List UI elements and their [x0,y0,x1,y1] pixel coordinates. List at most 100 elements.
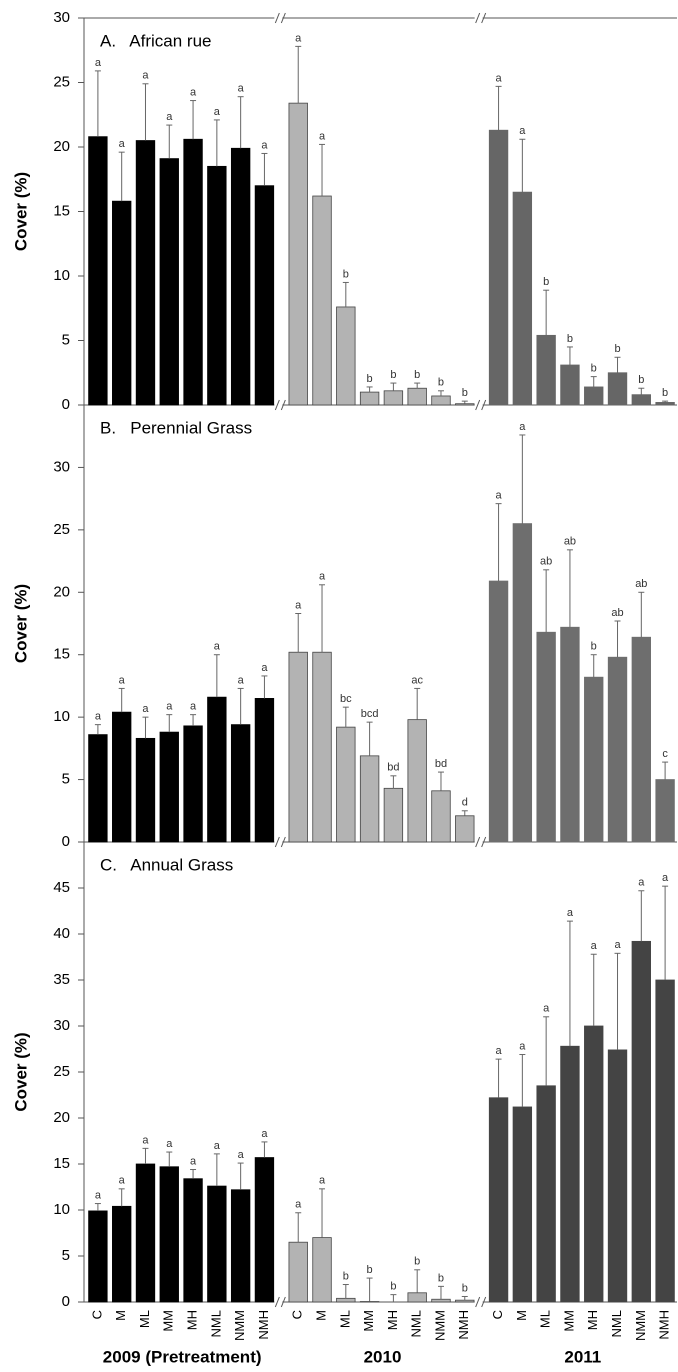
bar [135,737,156,843]
significance-letter: a [543,1003,550,1015]
significance-letter: b [343,1270,349,1282]
significance-letter: a [190,86,197,98]
significance-letter: bcd [361,708,379,720]
group-label: 2010 [364,1347,402,1366]
significance-letter: a [238,1149,245,1161]
significance-letter: a [166,1138,173,1150]
x-tick-label: MH [385,1310,400,1330]
significance-letter: a [519,1040,526,1052]
bar [560,626,580,843]
significance-letter: a [319,130,326,142]
bar [655,402,675,406]
x-tick-label: MM [561,1310,576,1332]
y-tick-label: 20 [53,583,70,600]
significance-letter: b [662,387,668,399]
significance-letter: a [567,907,574,919]
x-tick-label: M [514,1310,529,1321]
significance-letter: b [343,268,349,280]
significance-letter: a [119,674,126,686]
x-tick-label: NML [409,1310,424,1337]
bar [288,102,308,406]
bar [336,726,356,843]
y-tick-label: 30 [53,458,70,475]
y-tick-label: 25 [53,521,70,538]
axis-break [481,836,487,848]
bar [455,1299,475,1303]
bar [183,138,203,406]
bar [536,334,556,406]
significance-letter: ab [540,556,552,568]
significance-letter: a [95,711,102,723]
bar [655,979,675,1303]
significance-letter: b [414,369,420,381]
bar [207,165,227,406]
bar [584,386,604,406]
bar [407,719,427,843]
significance-letter: a [614,939,621,951]
axis-break [475,12,481,24]
bar [431,790,451,843]
bar [536,1085,556,1303]
y-tick-label: 20 [53,1109,70,1126]
significance-letter: a [261,1128,268,1140]
y-tick-label: 30 [53,1017,70,1034]
significance-letter: ab [635,578,647,590]
y-tick-label: 30 [53,9,70,26]
significance-letter: b [438,377,444,389]
y-axis-label: Cover (%) [11,584,30,663]
y-axis-label: Cover (%) [11,172,30,251]
y-tick-label: 15 [53,1155,70,1172]
x-tick-label: M [113,1310,128,1321]
bar [336,306,356,406]
group-label: 2011 [564,1347,601,1366]
significance-letter: a [95,57,102,69]
axis-break [280,12,286,24]
significance-letter: b [390,369,396,381]
axis-break [274,1296,280,1308]
significance-letter: a [295,1199,302,1211]
x-tick-label: C [290,1310,305,1319]
significance-letter: b [438,1272,444,1284]
significance-letter: bc [340,693,352,705]
x-tick-label: NMH [657,1310,672,1340]
bar [159,1166,179,1303]
x-tick-label: NML [609,1310,624,1337]
bar [631,940,651,1303]
bar [312,651,332,843]
significance-letter: a [166,111,173,123]
y-tick-label: 0 [62,1293,70,1310]
x-tick-label: NMM [232,1310,247,1341]
y-tick-label: 10 [53,708,70,725]
y-axis-label: Cover (%) [11,1032,30,1111]
x-tick-label: MM [161,1310,176,1332]
x-tick-label: MH [585,1310,600,1330]
panel-title: C. Annual Grass [100,855,233,874]
significance-letter: ac [411,674,423,686]
x-tick-label: M [313,1310,328,1321]
bar [88,734,108,843]
bar [607,372,628,406]
significance-letter: b [367,1264,373,1276]
y-tick-label: 40 [53,925,70,942]
y-tick-label: 45 [53,879,70,896]
significance-letter: a [190,1155,197,1167]
significance-letter: a [496,490,503,502]
significance-letter: a [319,1175,326,1187]
bar [560,1045,580,1303]
significance-letter: bd [387,762,399,774]
bar [655,779,675,843]
significance-letter: b [543,276,549,288]
axis-break [481,1296,487,1308]
bar [159,731,179,843]
group-label: 2009 (Pretreatment) [103,1347,262,1366]
significance-letter: a [238,674,245,686]
y-tick-label: 0 [62,396,70,413]
bar [230,1189,251,1303]
bar [488,129,509,406]
axis-break [475,399,481,411]
y-tick-label: 20 [53,138,70,155]
x-tick-label: NML [208,1310,223,1337]
bar [431,395,451,406]
significance-letter: bd [435,758,447,770]
